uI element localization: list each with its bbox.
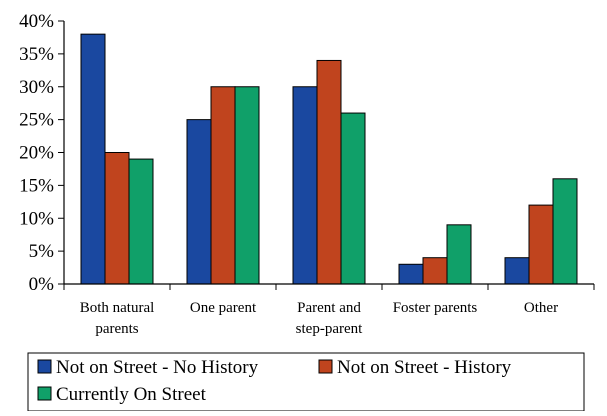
bar-3-5: [552, 178, 578, 285]
x-tick-label: Both natural: [80, 300, 155, 316]
y-tick-label: 15%: [19, 175, 54, 196]
bar-3-4: [446, 224, 472, 285]
bars: [80, 33, 578, 285]
bar-3-1: [128, 158, 154, 285]
bar-2-4: [422, 257, 448, 285]
x-tick-label: step-parent: [296, 321, 363, 337]
bar-1-4: [398, 263, 424, 285]
bar-2-1: [104, 152, 130, 285]
y-axis-ticks: 0% 5% 10% 15% 20% 25% 30% 35% 40%: [19, 11, 64, 295]
y-tick-label: 10%: [19, 208, 54, 229]
legend-label: Not on Street - No History: [56, 357, 259, 378]
legend-box: [27, 352, 585, 412]
legend-swatch: [318, 359, 333, 374]
y-tick-label: 20%: [19, 143, 54, 164]
y-tick-label: 0%: [29, 274, 55, 295]
x-tick-label: Parent and: [297, 300, 361, 316]
legend-label: Currently On Street: [56, 384, 207, 405]
bar-3-2: [234, 86, 260, 285]
bar-2-2: [210, 86, 236, 285]
axes: [63, 21, 594, 285]
legend: Not on Street - No History Not on Street …: [27, 352, 585, 412]
bar-3-3: [340, 112, 366, 285]
x-axis-ticks: Both natural parents One parent Parent and s…: [63, 284, 595, 337]
bar-1-3: [292, 86, 318, 285]
x-tick-label: Other: [524, 300, 558, 316]
y-tick-label: 5%: [29, 241, 55, 262]
x-tick-label: parents: [95, 321, 138, 337]
y-tick-label: 40%: [19, 11, 54, 32]
bar-2-3: [316, 59, 342, 285]
legend-swatch: [37, 359, 52, 374]
bar-2-5: [528, 204, 554, 285]
y-tick-label: 30%: [19, 77, 54, 98]
legend-label: Not on Street - History: [337, 357, 512, 378]
bar-1-2: [186, 119, 212, 285]
legend-swatch: [37, 386, 52, 401]
y-tick-label: 35%: [19, 44, 54, 65]
bar-1-5: [504, 257, 530, 285]
x-tick-label: Foster parents: [393, 300, 478, 316]
y-tick-label: 25%: [19, 110, 54, 131]
x-tick-label: One parent: [190, 300, 257, 316]
bar-1-1: [80, 33, 106, 285]
